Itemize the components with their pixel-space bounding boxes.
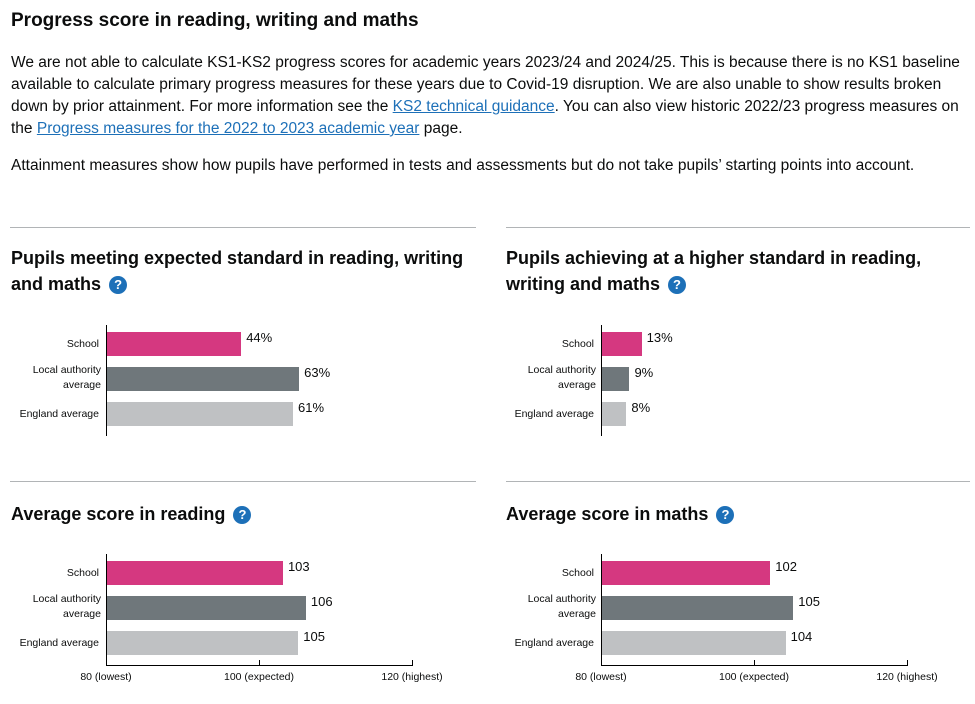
bar-local-authority (107, 367, 300, 391)
x-tick-label: 120 (highest) (381, 671, 443, 683)
category-label: Local authority average (527, 593, 596, 620)
x-tick-label: 80 (lowest) (80, 671, 132, 683)
chart-title-text: Average score in reading (11, 504, 226, 524)
divider (10, 227, 476, 228)
category-label: England average (514, 637, 594, 649)
data-label: 106 (310, 594, 333, 609)
attainment-note: Attainment measures show how pupils have… (11, 157, 915, 174)
bar-england (107, 631, 299, 655)
x-tick (412, 660, 413, 666)
data-label: 13% (646, 330, 673, 345)
category-label: Local authority average (32, 364, 101, 391)
page-heading: Progress score in reading, writing and m… (11, 10, 419, 31)
category-label: School (561, 338, 594, 350)
category-label: School (66, 338, 99, 350)
data-label: 8% (631, 400, 651, 415)
y-axis (106, 554, 107, 665)
x-tick-label: 100 (expected) (718, 671, 790, 683)
progress-measures-link[interactable]: Progress measures for the 2022 to 2023 a… (36, 120, 420, 137)
bar-local-authority (602, 367, 630, 391)
chart-title: Average score in reading ? (11, 501, 471, 527)
data-label: 44% (246, 330, 273, 345)
chart-title: Pupils achieving at a higher standard in… (506, 245, 926, 297)
data-label: 102 (775, 559, 797, 574)
data-label: 103 (287, 559, 310, 574)
help-question-icon[interactable]: ? (233, 506, 252, 524)
data-label: 104 (790, 629, 813, 644)
x-tick (259, 660, 260, 666)
category-label: England average (19, 637, 99, 649)
data-label: 63% (304, 365, 331, 380)
intro-paragraph: We are not able to calculate KS1-KS2 pro… (11, 52, 961, 140)
bar-school (107, 332, 242, 356)
bar-england (602, 631, 786, 655)
bar-school (107, 561, 283, 585)
help-question-icon[interactable]: ? (668, 276, 687, 294)
data-label: 105 (303, 629, 325, 644)
chart-title: Pupils meeting expected standard in read… (11, 245, 466, 297)
divider (10, 481, 476, 482)
chart-title-text: Pupils achieving at a higher standard in… (506, 248, 922, 294)
bar-school (602, 561, 771, 585)
x-tick (754, 660, 755, 666)
chart-title-text: Average score in maths (506, 504, 709, 524)
x-tick-label: 80 (lowest) (575, 671, 627, 683)
bar-school (602, 332, 642, 356)
category-label: School (66, 567, 99, 579)
divider (506, 227, 970, 228)
divider (506, 481, 970, 482)
x-tick (907, 660, 908, 666)
category-label: Local authority average (32, 593, 101, 620)
category-label: School (561, 567, 594, 579)
x-tick (601, 660, 602, 666)
category-label: England average (514, 408, 594, 420)
y-axis (601, 325, 602, 436)
category-label: England average (19, 408, 99, 420)
x-tick-label: 120 (highest) (876, 671, 938, 683)
intro-text: page. (419, 120, 463, 137)
intro-text: . You can also view historic 2022/23 pro… (11, 98, 959, 137)
data-label: 61% (298, 400, 325, 415)
y-axis (601, 554, 602, 665)
bar-local-authority (107, 596, 306, 620)
bar-local-authority (602, 596, 794, 620)
bar-england (107, 402, 294, 426)
chart-title: Average score in maths ? (506, 501, 966, 527)
data-label: 105 (798, 594, 820, 609)
x-tick-label: 100 (expected) (223, 671, 295, 683)
x-tick (106, 660, 107, 666)
help-question-icon[interactable]: ? (716, 506, 735, 524)
chart-title-text: Pupils meeting expected standard in read… (11, 248, 464, 294)
bar-england (602, 402, 627, 426)
y-axis (106, 325, 107, 436)
data-label: 9% (634, 365, 654, 380)
intro-text: We are not able to calculate KS1-KS2 pro… (11, 54, 960, 115)
help-question-icon[interactable]: ? (109, 276, 128, 294)
ks2-technical-guidance-link[interactable]: KS2 technical guidance (392, 98, 555, 115)
category-label: Local authority average (527, 364, 596, 391)
